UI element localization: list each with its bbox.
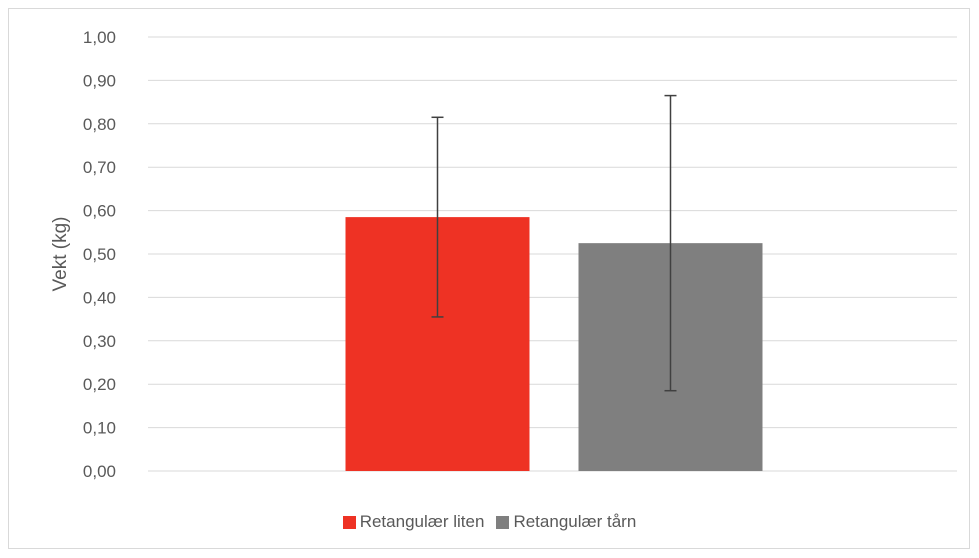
y-tick-label: 0,60 <box>83 202 116 221</box>
y-tick-label: 0,40 <box>83 288 116 307</box>
y-tick-label: 0,70 <box>83 158 116 177</box>
y-tick-label: 0,00 <box>83 462 116 481</box>
y-tick-label: 1,00 <box>83 28 116 47</box>
error-bars <box>431 94 677 392</box>
y-tick-label: 0,50 <box>83 245 116 264</box>
y-tick-label: 0,20 <box>83 375 116 394</box>
legend-swatch-liten <box>342 515 356 529</box>
y-axis-ticks: 0,00 0,10 0,20 0,30 0,40 0,50 0,60 0,70 0,80 0,90… <box>83 28 116 481</box>
y-tick-label: 0,80 <box>83 115 116 134</box>
legend-item-liten: Retangulær liten <box>342 512 485 532</box>
legend-label-taarn: Retangulær tårn <box>513 512 637 531</box>
error-bar <box>664 94 677 392</box>
y-tick-label: 0,30 <box>83 332 116 351</box>
legend-item-taarn: Retangulær tårn <box>496 512 636 532</box>
y-tick-label: 0,90 <box>83 71 116 90</box>
y-tick-label: 0,10 <box>83 419 116 438</box>
legend-label-liten: Retangulær liten <box>359 512 485 531</box>
error-bar <box>431 116 444 318</box>
legend-swatch-taarn <box>496 515 510 529</box>
y-axis-title: Vekt (kg) <box>50 217 71 292</box>
bars <box>345 217 763 471</box>
legend: Retangulær liten Retangulær tårn <box>0 512 979 532</box>
gridlines <box>148 36 957 472</box>
